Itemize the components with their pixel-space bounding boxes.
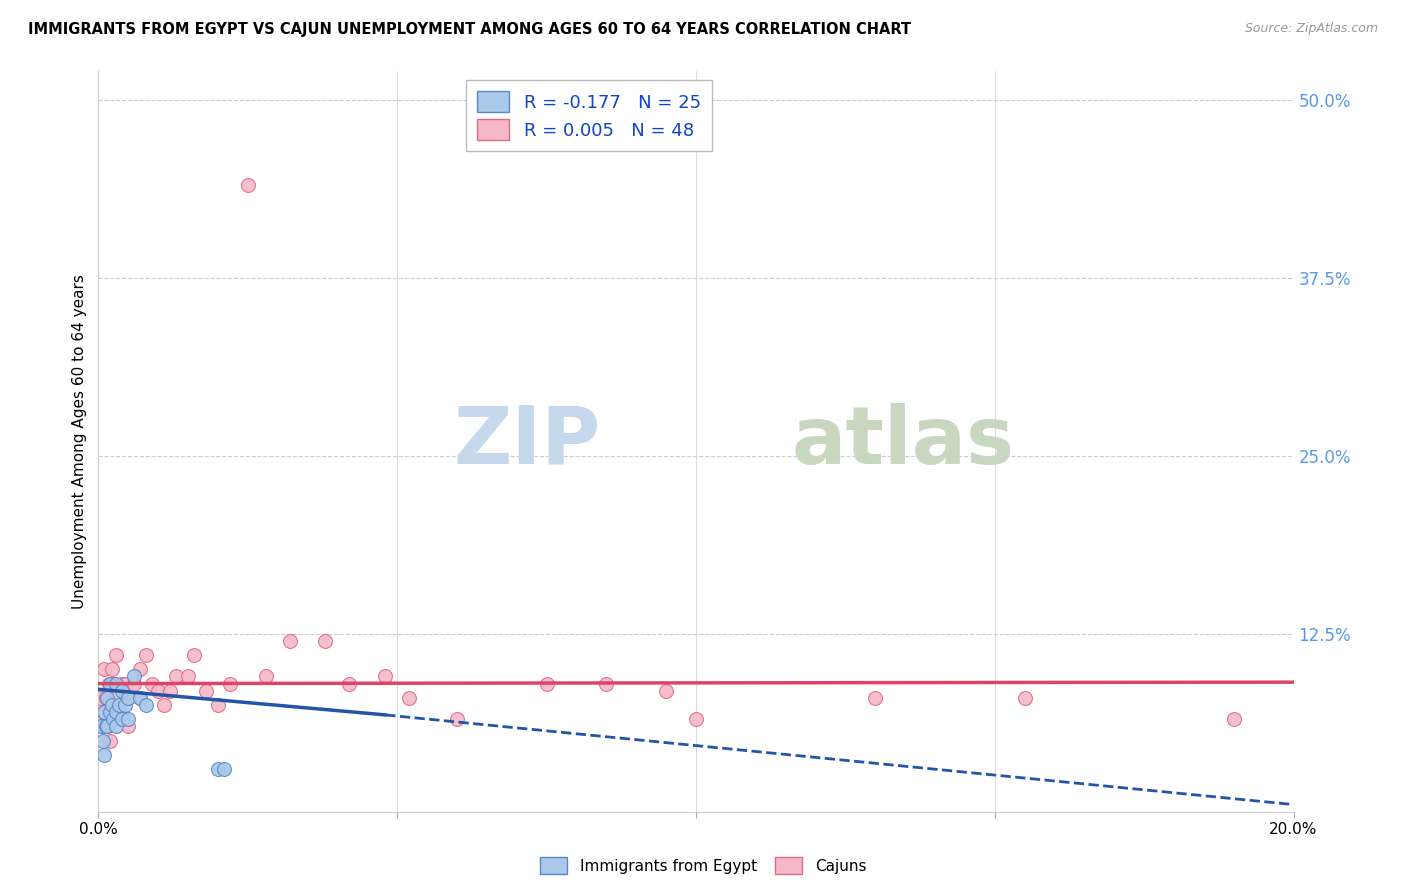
Point [100, 705, 122, 719]
Point [111, 712, 134, 726]
Y-axis label: Unemployment Among Ages 60 to 64 years: Unemployment Among Ages 60 to 64 years [72, 274, 87, 609]
Point [212, 762, 235, 776]
Point [446, 712, 468, 726]
Point [103, 676, 125, 690]
Point [96, 690, 118, 705]
Point [94, 719, 117, 733]
Point [117, 690, 139, 705]
Point [685, 712, 707, 726]
Point [100, 705, 122, 719]
Point [219, 676, 242, 690]
Point [105, 719, 128, 733]
Point [103, 712, 125, 726]
Point [153, 698, 176, 712]
Point [93, 705, 115, 719]
Point [105, 690, 128, 705]
Point [96, 719, 118, 733]
Point [96, 719, 118, 733]
Point [100, 662, 122, 676]
Point [90, 719, 112, 733]
Point [114, 676, 136, 690]
Point [195, 683, 218, 698]
Point [135, 698, 157, 712]
Point [278, 633, 301, 648]
Point [100, 676, 122, 690]
Point [111, 683, 134, 698]
Point [236, 178, 259, 193]
Point [129, 690, 152, 705]
Text: atlas: atlas [792, 402, 1015, 481]
Point [374, 669, 396, 683]
Point [93, 662, 115, 676]
Point [148, 683, 170, 698]
Point [105, 648, 128, 662]
Point [94, 690, 117, 705]
Legend: Immigrants from Egypt, Cajuns: Immigrants from Egypt, Cajuns [534, 851, 872, 880]
Point [177, 669, 200, 683]
Point [129, 690, 152, 705]
Point [90, 719, 112, 733]
Point [100, 698, 122, 712]
Text: ZIP: ZIP [453, 402, 600, 481]
Point [111, 676, 134, 690]
Point [339, 676, 360, 690]
Point [100, 733, 122, 747]
Point [129, 662, 152, 676]
Point [1223, 712, 1246, 726]
Point [207, 698, 229, 712]
Point [655, 683, 678, 698]
Point [111, 712, 134, 726]
Text: IMMIGRANTS FROM EGYPT VS CAJUN UNEMPLOYMENT AMONG AGES 60 TO 64 YEARS CORRELATIO: IMMIGRANTS FROM EGYPT VS CAJUN UNEMPLOYM… [28, 22, 911, 37]
Point [595, 676, 617, 690]
Point [536, 676, 558, 690]
Point [183, 648, 205, 662]
Point [135, 648, 157, 662]
Point [1014, 690, 1036, 705]
Legend: R = -0.177   N = 25, R = 0.005   N = 48: R = -0.177 N = 25, R = 0.005 N = 48 [465, 80, 711, 151]
Point [165, 669, 187, 683]
Point [117, 690, 139, 705]
Point [315, 633, 337, 648]
Point [254, 669, 277, 683]
Text: Source: ZipAtlas.com: Source: ZipAtlas.com [1244, 22, 1378, 36]
Point [93, 747, 115, 762]
Point [93, 705, 115, 719]
Point [117, 719, 139, 733]
Point [98, 676, 121, 690]
Point [105, 705, 128, 719]
Point [141, 676, 163, 690]
Point [207, 762, 229, 776]
Point [117, 712, 139, 726]
Point [124, 676, 146, 690]
Point [108, 705, 131, 719]
Point [114, 698, 136, 712]
Point [865, 690, 887, 705]
Point [105, 676, 128, 690]
Point [91, 733, 114, 747]
Point [89, 690, 111, 705]
Point [124, 669, 146, 683]
Point [398, 690, 420, 705]
Point [108, 698, 131, 712]
Point [159, 683, 181, 698]
